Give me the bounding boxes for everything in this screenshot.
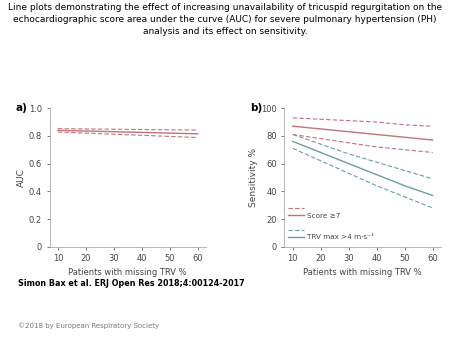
Text: b): b) [250,103,262,113]
Text: ©2018 by European Respiratory Society: ©2018 by European Respiratory Society [18,323,159,330]
X-axis label: Patients with missing TRV %: Patients with missing TRV % [68,268,187,276]
Y-axis label: Sensitivity %: Sensitivity % [249,148,258,207]
Text: Line plots demonstrating the effect of increasing unavailability of tricuspid re: Line plots demonstrating the effect of i… [8,3,442,36]
Legend: , Score ≳7, , , TRV max >4 m·s⁻¹: , Score ≳7, , , TRV max >4 m·s⁻¹ [288,206,374,240]
Y-axis label: AUC: AUC [17,168,26,187]
Text: a): a) [15,103,27,113]
X-axis label: Patients with missing TRV %: Patients with missing TRV % [303,268,422,276]
Text: Simon Bax et al. ERJ Open Res 2018;4:00124-2017: Simon Bax et al. ERJ Open Res 2018;4:001… [18,279,245,288]
